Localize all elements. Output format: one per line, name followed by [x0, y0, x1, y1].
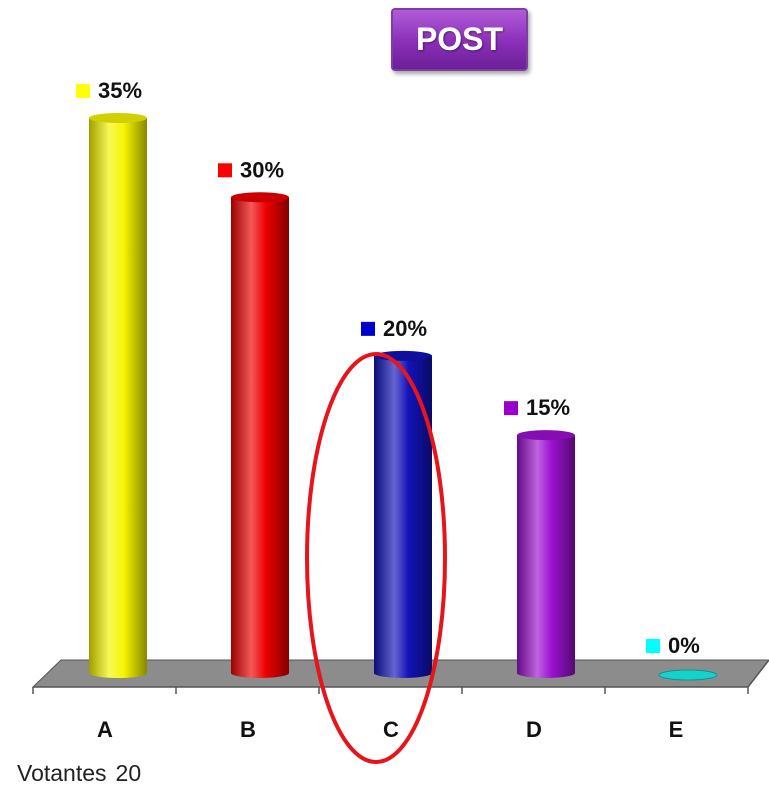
- bar-cap-a: [89, 113, 147, 123]
- bar-cap-b: [231, 192, 289, 203]
- voters-label: Votantes: [17, 760, 107, 786]
- category-label-e: E: [669, 717, 684, 742]
- floor-edge: [747, 659, 769, 688]
- category-label-d: D: [526, 717, 542, 742]
- bar-d: [517, 435, 575, 678]
- value-label-a: 35%: [98, 78, 142, 103]
- voters-summary: Votantes 20: [17, 760, 141, 787]
- marker-a: [76, 84, 90, 98]
- marker-e: [646, 639, 660, 653]
- bar-cap-d: [517, 430, 575, 441]
- bar-b: [231, 197, 289, 679]
- bar-a: [89, 118, 147, 678]
- bar-e: [658, 669, 718, 681]
- voters-count: 20: [115, 760, 142, 786]
- marker-d: [504, 401, 518, 416]
- category-label-a: A: [97, 717, 113, 742]
- value-label-c: 20%: [383, 316, 427, 341]
- value-label-e: 0%: [668, 633, 700, 658]
- bar-c: [374, 355, 432, 678]
- value-label-b: 30%: [240, 157, 284, 182]
- post-badge: POST: [391, 8, 528, 71]
- category-label-c: C: [383, 717, 399, 742]
- marker-c: [361, 321, 375, 336]
- value-label-d: 15%: [526, 395, 570, 420]
- marker-b: [218, 163, 232, 178]
- highlight-ellipse: [305, 352, 447, 764]
- category-label-b: B: [240, 717, 256, 742]
- post-label: POST: [415, 21, 504, 57]
